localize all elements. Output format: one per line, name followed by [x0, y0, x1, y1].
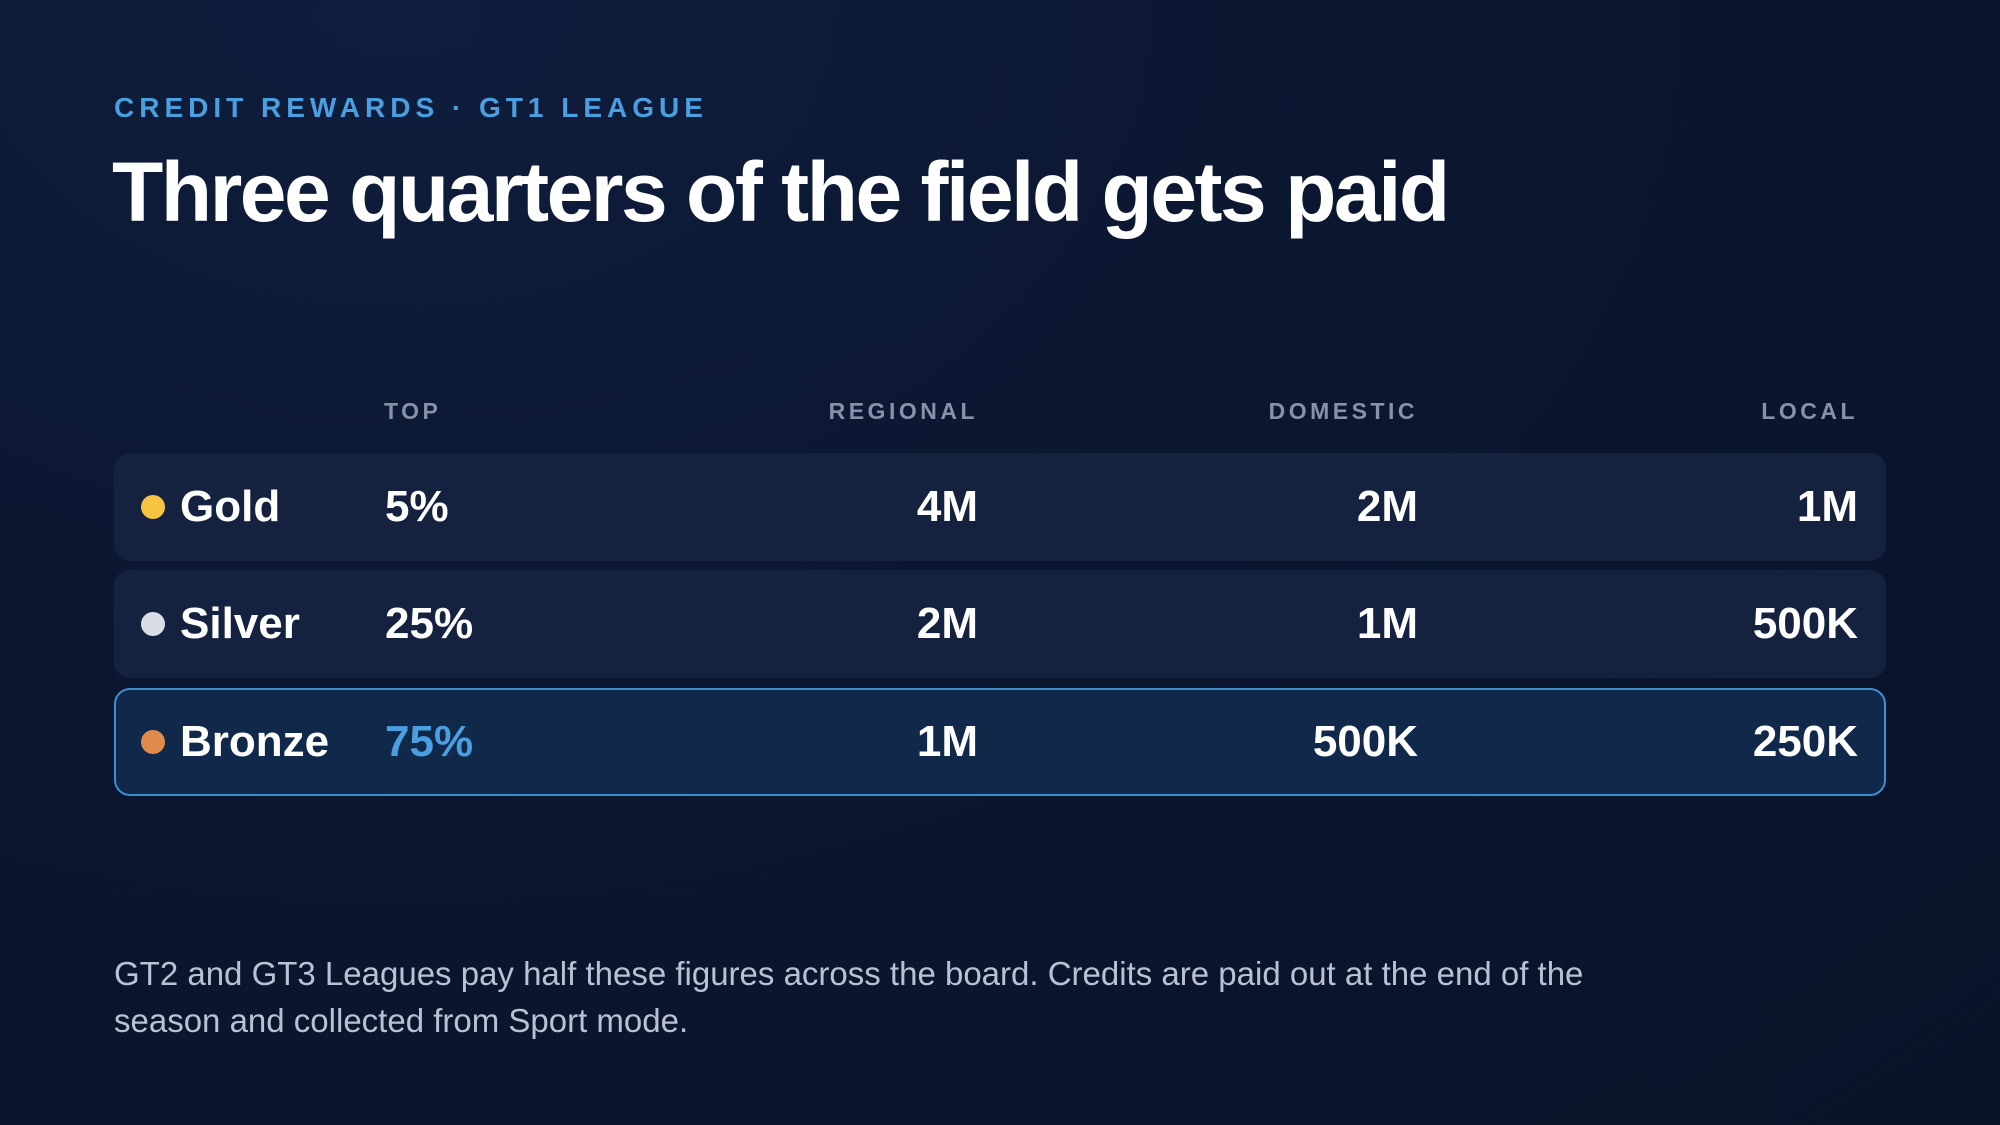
domestic-value: 1M	[1356, 599, 1418, 648]
tier-name: Silver	[180, 599, 300, 648]
top-percent: 75%	[385, 717, 474, 766]
column-header-domestic: DOMESTIC	[1268, 398, 1418, 424]
regional-value: 2M	[916, 599, 978, 648]
column-header-regional: REGIONAL	[828, 398, 978, 424]
eyebrow-label: CREDIT REWARDS · GT1 LEAGUE	[114, 92, 708, 123]
domestic-value: 2M	[1356, 482, 1418, 531]
domestic-value: 500K	[1312, 717, 1418, 766]
footnote: GT2 and GT3 Leagues pay half these figur…	[114, 955, 1584, 1039]
table-row-bronze: Bronze 75% 1M 500K 250K	[114, 688, 1886, 796]
local-value: 1M	[1796, 482, 1858, 531]
column-header-local: LOCAL	[1761, 398, 1858, 424]
top-percent: 5%	[385, 482, 449, 531]
local-value: 250K	[1752, 717, 1858, 766]
local-value: 500K	[1752, 599, 1858, 648]
tier-name: Gold	[180, 482, 281, 531]
gold-dot-icon	[141, 495, 165, 519]
table-row-gold: Gold 5% 4M 2M 1M	[114, 453, 1886, 561]
tier-name: Bronze	[180, 717, 330, 766]
regional-value: 4M	[916, 482, 978, 531]
top-percent: 25%	[385, 599, 474, 648]
regional-value: 1M	[916, 717, 978, 766]
bronze-dot-icon	[141, 730, 165, 754]
table-row-silver: Silver 25% 2M 1M 500K	[114, 570, 1886, 678]
column-header-top: TOP	[384, 398, 442, 424]
silver-dot-icon	[141, 612, 165, 636]
page-title: Three quarters of the field gets paid	[112, 145, 1450, 239]
